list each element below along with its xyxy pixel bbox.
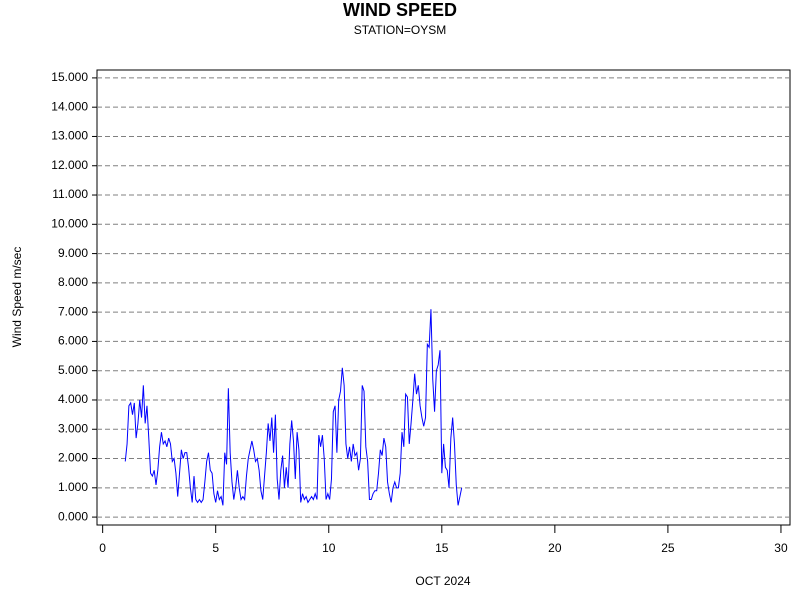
x-tick-label: 30 — [774, 541, 788, 555]
x-tick-label: 25 — [661, 541, 675, 555]
x-tick-label: 20 — [548, 541, 562, 555]
x-tick-label: 0 — [99, 541, 106, 555]
chart-subtitle: STATION=OYSM — [354, 23, 447, 37]
y-tick-label: 10.000 — [51, 216, 88, 230]
x-tick-label: 5 — [212, 541, 219, 555]
y-tick-label: 3.000 — [58, 421, 88, 435]
x-tick-label: 10 — [322, 541, 336, 555]
y-tick-label: 12.000 — [51, 158, 88, 172]
y-tick-label: 9.000 — [58, 246, 88, 260]
y-tick-label: 8.000 — [58, 275, 88, 289]
x-tick-label: 15 — [435, 541, 449, 555]
y-tick-label: 7.000 — [58, 304, 88, 318]
y-tick-label: 14.000 — [51, 99, 88, 113]
y-tick-label: 15.000 — [51, 70, 88, 84]
y-tick-label: 11.000 — [52, 187, 88, 201]
plot-frame — [96, 69, 791, 526]
x-axis-label: OCT 2024 — [415, 574, 470, 588]
y-tick-label: 2.000 — [58, 451, 88, 465]
y-axis-label: Wind Speed m/sec — [10, 247, 24, 348]
data-line — [124, 309, 463, 506]
y-tick-label: 5.000 — [58, 363, 88, 377]
y-tick-label: 6.000 — [58, 334, 88, 348]
chart-title: WIND SPEED — [343, 0, 457, 20]
y-tick-label: 0.000 — [58, 509, 88, 523]
y-tick-label: 1.000 — [58, 480, 88, 494]
y-tick-label: 13.000 — [51, 129, 88, 143]
y-tick-label: 4.000 — [58, 392, 88, 406]
